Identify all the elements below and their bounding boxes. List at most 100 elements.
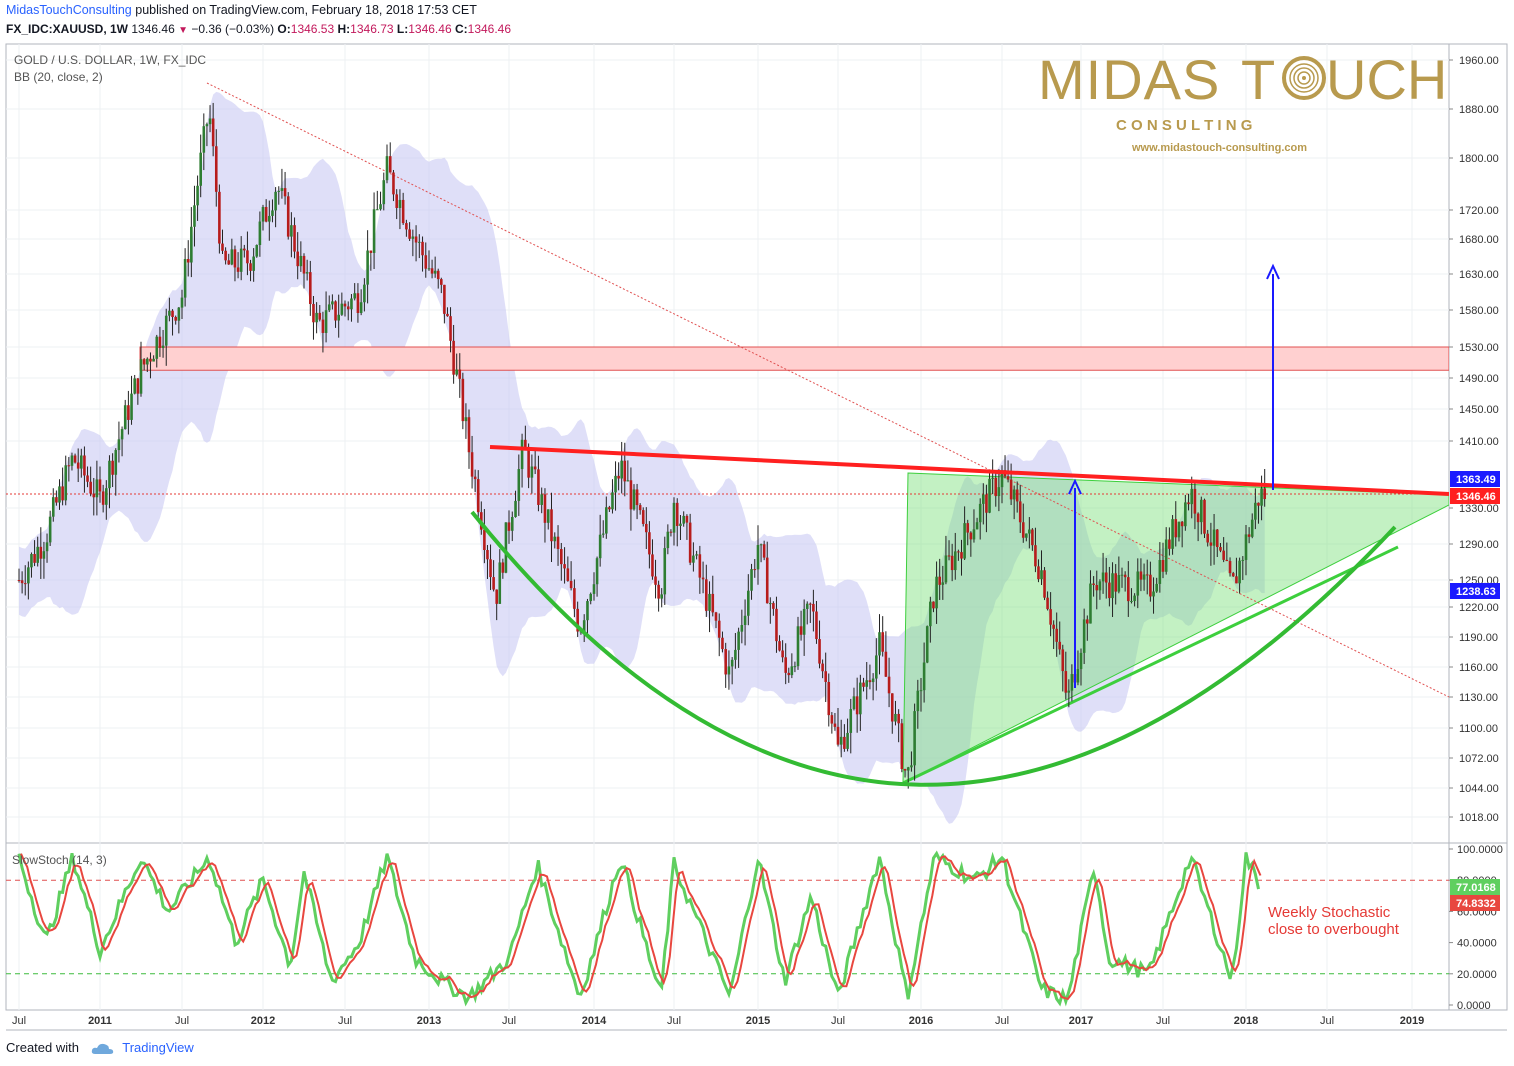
candle-body [388,156,392,173]
candle-body [224,250,227,261]
candle-body [305,272,309,274]
candle-body [398,199,402,208]
candle-body [501,562,505,573]
candle-body [376,209,379,211]
candle-body [1082,619,1086,653]
candle-body [1231,573,1235,577]
candle-body [966,523,970,533]
candle-body [1067,690,1071,693]
bollinger-band [19,91,1265,824]
candle-body [136,378,140,394]
time-axis[interactable]: Jul 2011 Jul 2012 Jul 2013 Jul 2014 Jul 2015 Jul 20… [12,1015,1424,1027]
candle-body [1049,609,1052,625]
candle-body [540,494,543,505]
price-axis[interactable]: 1960.00 1880.00 1800.00 1720.00 1680.00 1630.… [1449,55,1499,824]
candle-body [331,301,334,305]
tradingview-link[interactable]: TradingView [122,1040,194,1055]
candle-body [865,680,869,687]
candle-body [669,531,673,533]
stoch-tick-label: 100.0000 [1457,844,1503,856]
candle-body [1111,573,1114,599]
candle-body [458,369,462,379]
candle-body [520,439,524,470]
candle-body [657,584,660,599]
candle-body [1257,502,1260,506]
time-tick-label: 2012 [251,1015,275,1027]
candle-body [925,626,929,663]
stoch-axis[interactable]: 100.000080.000060.000040.000020.00000.00… [1449,844,1503,1012]
candle-body [705,579,708,611]
candle-body [635,489,639,506]
candle-body [793,666,797,668]
candle-body [772,603,775,609]
candle-body [514,500,517,518]
candle-body [714,612,718,621]
candles [17,102,1266,789]
candle-body [750,569,753,591]
candle-body [595,558,599,585]
price-tick-label: 1044.00 [1459,783,1499,795]
candle-body [517,469,521,501]
candle-body [283,188,287,197]
candle-body [1108,582,1111,599]
candle-body [302,255,306,274]
candle-body [290,225,293,237]
candle-body [486,550,489,560]
created-with-label: Created with [6,1040,79,1055]
candle-body [781,650,784,658]
candle-body [105,488,108,505]
price-tick-label: 1680.00 [1459,234,1499,246]
candle-body [42,551,46,559]
candle-body [464,417,468,422]
candle-body [133,378,136,394]
author-link[interactable]: MidasTouchConsulting [6,3,132,17]
candle-body [414,236,418,243]
price-change: −0.36 (−0.03%) [191,22,275,36]
candle-body [199,152,202,186]
candle-body [243,248,246,251]
stoch-tick-label: 20.0000 [1457,969,1497,981]
candle-body [799,626,803,635]
candle-body [802,608,806,635]
candle-body [769,603,772,605]
candle-body [708,593,711,611]
candle-body [158,336,162,348]
candle-body [1206,533,1209,543]
candle-body [815,611,818,640]
candle-body [1145,574,1149,576]
candle-body [524,439,527,451]
candle-body [70,455,74,466]
candle-body [611,492,614,510]
candle-body [717,620,721,638]
candle-body [507,522,511,531]
candle-body [55,497,58,503]
candle-body [430,268,434,274]
price-tick-label: 1720.00 [1459,205,1499,217]
candle-body [177,307,181,321]
candle-body [233,249,237,268]
stoch-annotation-line2: close to overbought [1268,921,1400,938]
candle-body [629,480,633,510]
candle-body [161,345,165,348]
candle-body [461,378,465,422]
candle-body [836,726,840,745]
candle-body [411,236,415,239]
stoch-badge-label: 74.8332 [1456,898,1496,910]
candle-body [862,682,865,687]
candle-body [346,306,350,310]
candle-body [916,690,920,712]
candle-body [985,494,988,513]
candle-body [264,206,268,222]
time-tick-label: 2013 [417,1015,441,1027]
candle-body [340,303,344,315]
candle-body [117,439,121,451]
candle-body [76,462,80,469]
time-tick-label: 2017 [1069,1015,1093,1027]
candle-body [1244,534,1248,560]
close-value: 1346.46 [467,22,512,36]
candle-body [359,302,363,313]
candle-body [672,502,676,533]
candle-body [982,494,985,504]
candle-body [280,188,284,191]
